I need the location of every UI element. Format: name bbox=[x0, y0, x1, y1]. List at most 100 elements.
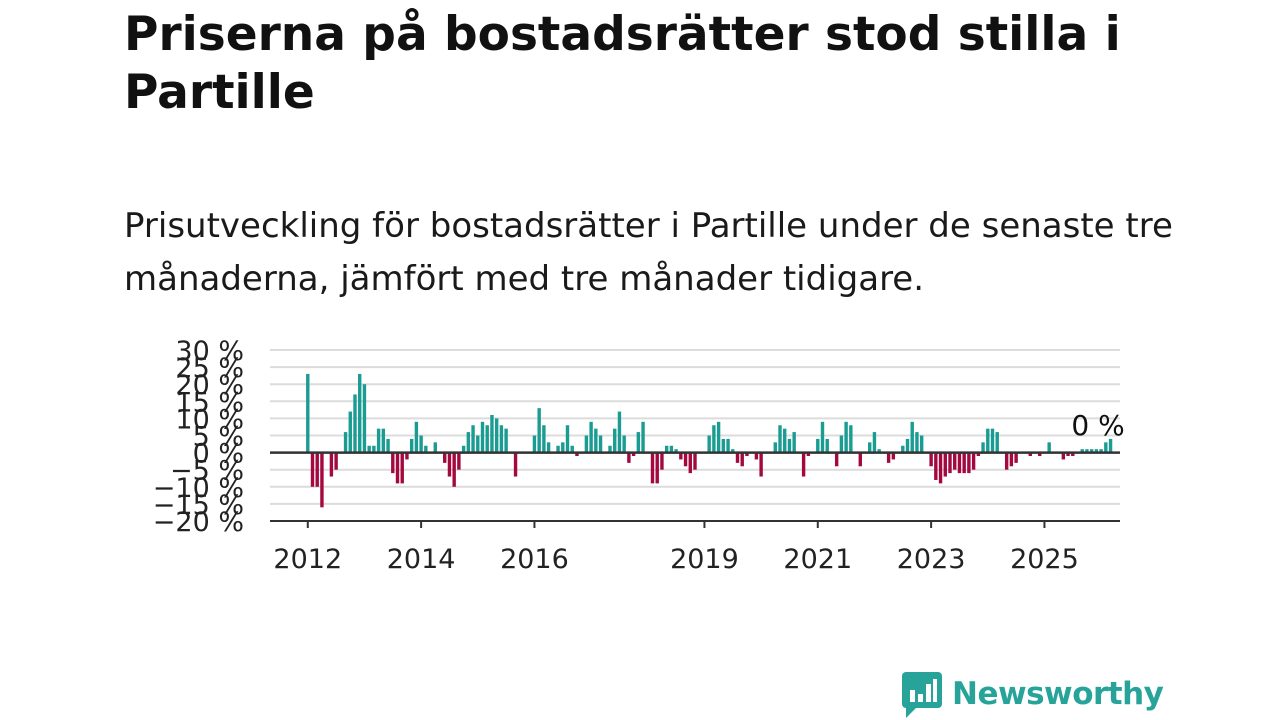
bar bbox=[631, 452, 636, 457]
bar bbox=[839, 435, 844, 453]
bar bbox=[546, 442, 551, 453]
bar bbox=[306, 373, 310, 453]
bar bbox=[910, 421, 914, 453]
bar bbox=[556, 445, 560, 453]
bar bbox=[1004, 452, 1009, 470]
bar bbox=[674, 449, 678, 453]
y-tick-label: 10 % bbox=[175, 404, 244, 435]
bar bbox=[1014, 452, 1018, 463]
y-axis-tick-labels: 30 %25 %20 %15 %10 %5 %0 %−5 %−10 %−15 %… bbox=[153, 336, 244, 538]
bar bbox=[868, 442, 872, 453]
bar bbox=[986, 428, 990, 453]
bar bbox=[901, 445, 905, 453]
bar-chart-speech-bubble-icon bbox=[902, 672, 942, 718]
bar bbox=[1009, 452, 1014, 467]
bar bbox=[1028, 452, 1032, 457]
bar bbox=[570, 445, 574, 453]
bar bbox=[981, 442, 985, 453]
brand-name: Newsworthy bbox=[952, 676, 1164, 712]
bar bbox=[513, 452, 518, 477]
bar bbox=[688, 452, 692, 474]
y-tick-label: 25 % bbox=[175, 353, 244, 384]
bar bbox=[759, 452, 763, 477]
bar bbox=[905, 438, 910, 453]
x-axis-tick-labels: 2012 2014 2016 2019 2021 2023 2025 bbox=[273, 544, 1078, 575]
bar bbox=[443, 452, 447, 463]
bar bbox=[424, 445, 428, 453]
bar bbox=[627, 452, 631, 463]
bar bbox=[532, 435, 537, 453]
bar bbox=[447, 452, 452, 477]
bar bbox=[636, 432, 641, 453]
bar bbox=[650, 452, 655, 484]
bar bbox=[778, 425, 782, 453]
bar bbox=[1089, 449, 1094, 453]
bar bbox=[735, 452, 740, 463]
bar bbox=[660, 452, 664, 470]
bar bbox=[329, 452, 334, 477]
bar bbox=[490, 414, 494, 453]
x-tick-label: 2025 bbox=[1010, 544, 1079, 575]
bar bbox=[731, 449, 735, 453]
bar bbox=[976, 452, 981, 457]
bar bbox=[1071, 452, 1075, 457]
bar bbox=[792, 432, 796, 453]
latest-value-label: 0 % bbox=[1071, 409, 1124, 442]
bar bbox=[872, 432, 877, 453]
bar bbox=[358, 373, 362, 453]
bar bbox=[844, 421, 848, 453]
bar bbox=[1038, 452, 1042, 457]
bar bbox=[395, 452, 400, 484]
bar bbox=[598, 435, 603, 453]
bar bbox=[466, 432, 471, 453]
bar bbox=[372, 445, 376, 453]
bar bbox=[476, 435, 480, 453]
bar bbox=[726, 438, 730, 453]
bar bbox=[820, 421, 825, 453]
bar bbox=[343, 432, 348, 453]
bar bbox=[494, 418, 499, 453]
bar bbox=[801, 452, 806, 477]
bar bbox=[707, 435, 711, 453]
bar bbox=[716, 421, 721, 453]
bar bbox=[575, 452, 579, 457]
bar bbox=[310, 452, 315, 487]
bar bbox=[962, 452, 966, 474]
bar bbox=[929, 452, 933, 467]
bar bbox=[919, 435, 924, 453]
bar bbox=[1047, 442, 1051, 453]
bar bbox=[381, 428, 386, 453]
bar bbox=[405, 452, 409, 460]
bar bbox=[891, 452, 896, 460]
bar bbox=[504, 428, 508, 453]
y-tick-label: −5 % bbox=[170, 456, 244, 487]
bar bbox=[721, 438, 726, 453]
y-tick-label: −15 % bbox=[153, 490, 244, 521]
bar bbox=[938, 452, 943, 484]
bar bbox=[334, 452, 338, 470]
bar bbox=[353, 394, 357, 453]
y-tick-label: 30 % bbox=[175, 336, 244, 367]
bar bbox=[1066, 452, 1070, 457]
bar bbox=[414, 421, 419, 453]
bar bbox=[622, 435, 626, 453]
bar bbox=[617, 411, 622, 453]
y-tick-label: −20 % bbox=[153, 507, 244, 538]
bar bbox=[783, 428, 787, 453]
bar bbox=[957, 452, 962, 474]
y-tick-label: 20 % bbox=[175, 370, 244, 401]
bar bbox=[613, 428, 617, 453]
bar bbox=[754, 452, 759, 460]
chart-subtitle: Prisutveckling för bostadsrätter i Parti… bbox=[124, 206, 1173, 299]
bar bbox=[1094, 449, 1099, 453]
bar bbox=[858, 452, 862, 467]
bar bbox=[362, 384, 367, 453]
bar bbox=[320, 452, 324, 508]
bar bbox=[409, 438, 414, 453]
bar bbox=[594, 428, 598, 453]
bar bbox=[679, 452, 683, 460]
bar bbox=[1104, 442, 1108, 453]
axes bbox=[270, 451, 1120, 528]
y-tick-label: 5 % bbox=[193, 422, 244, 453]
bars bbox=[306, 373, 1113, 508]
